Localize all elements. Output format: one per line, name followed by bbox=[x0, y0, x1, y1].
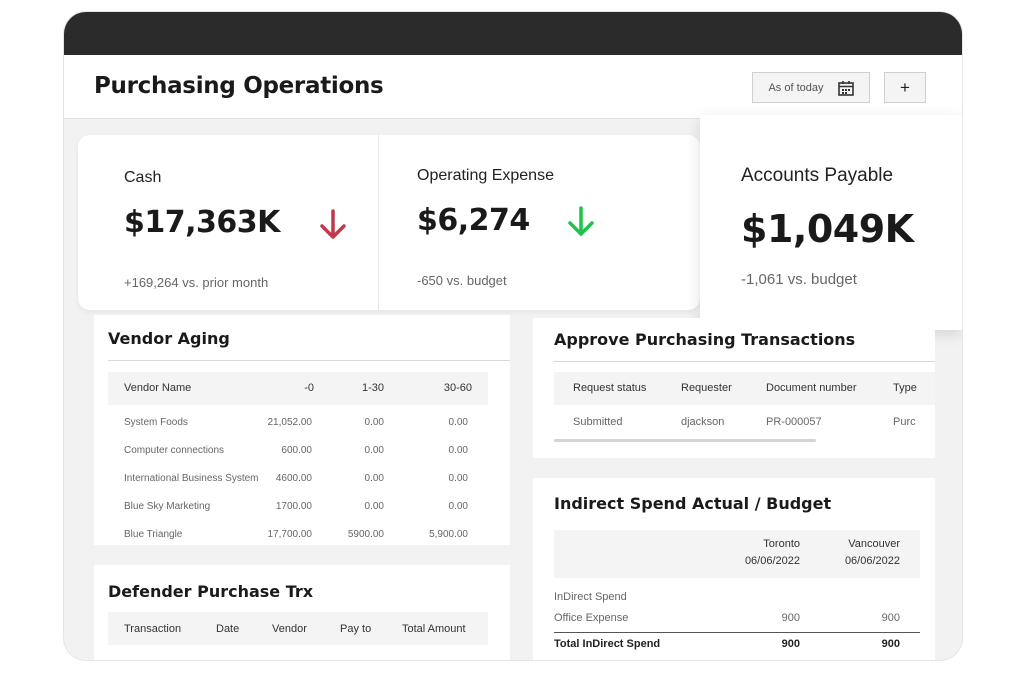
title-rule bbox=[108, 360, 510, 361]
vendor-aging-panel: Vendor Aging Vendor Name -0 1-30 30-60 System… bbox=[94, 315, 510, 545]
calendar-icon bbox=[837, 80, 854, 96]
table-cell: 0.00 bbox=[448, 417, 468, 428]
add-button[interactable]: + bbox=[884, 72, 926, 103]
scrollbar bbox=[554, 439, 816, 442]
table-cell: 0.00 bbox=[364, 501, 384, 512]
page-title: Purchasing Operations bbox=[94, 73, 384, 99]
column-header: Vendor bbox=[272, 623, 307, 635]
column-header: Vendor Name bbox=[124, 382, 192, 394]
table-cell: System Foods bbox=[124, 417, 188, 428]
table-cell: 5,900.00 bbox=[429, 529, 468, 540]
date-button[interactable]: As of today bbox=[752, 72, 870, 103]
table-cell: Submitted bbox=[573, 416, 623, 428]
title-rule bbox=[554, 361, 935, 362]
column-header: Total Amount bbox=[402, 623, 466, 635]
table-cell: 17,700.00 bbox=[267, 529, 313, 540]
table-cell: 0.00 bbox=[364, 417, 384, 428]
table-header bbox=[554, 530, 920, 578]
table-cell: International Business System bbox=[124, 473, 259, 484]
column-header: Type bbox=[893, 382, 917, 394]
table-cell: PR-000057 bbox=[766, 416, 822, 428]
panel-title: Indirect Spend Actual / Budget bbox=[554, 494, 832, 513]
kpi-label: Cash bbox=[124, 169, 162, 186]
column-header: Transaction bbox=[124, 623, 182, 635]
column-date: 06/06/2022 bbox=[844, 555, 900, 567]
table-cell: 600.00 bbox=[281, 445, 312, 456]
table-header bbox=[554, 372, 935, 405]
table-cell: Blue Triangle bbox=[124, 529, 183, 540]
table-cell: Purc bbox=[893, 416, 916, 428]
table-cell: 1700.00 bbox=[275, 501, 312, 512]
kpi-label: Accounts Payable bbox=[741, 165, 894, 186]
table-cell: 0.00 bbox=[448, 445, 468, 456]
table-cell: 0.00 bbox=[364, 445, 384, 456]
total-cell: 900 bbox=[881, 638, 900, 650]
indirect-panel: Indirect Spend Actual / Budget Toronto 06/… bbox=[533, 478, 935, 660]
table-cell: 5900.00 bbox=[347, 529, 384, 540]
table-cell: 0.00 bbox=[448, 473, 468, 484]
column-header: Pay to bbox=[340, 623, 372, 635]
kpi-value: $6,274 bbox=[417, 203, 530, 238]
total-cell: 900 bbox=[781, 638, 800, 650]
approve-panel: Approve Purchasing Transactions Request s… bbox=[533, 318, 935, 458]
column-city: Toronto bbox=[763, 538, 800, 550]
column-header: Date bbox=[216, 623, 240, 635]
kpi-value: $17,363K bbox=[124, 205, 280, 240]
column-header: -0 bbox=[304, 382, 314, 394]
kpi-note: -1,061 vs. budget bbox=[741, 271, 857, 288]
header: Purchasing Operations As of today + bbox=[64, 55, 962, 119]
table-cell: 900 bbox=[781, 612, 800, 624]
table-cell: 0.00 bbox=[448, 501, 468, 512]
table-header bbox=[108, 612, 488, 645]
kpi-card-highlight: Accounts Payable $1,049K -1,061 vs. budg… bbox=[700, 115, 962, 330]
table-cell: Computer connections bbox=[124, 445, 225, 456]
table-cell: djackson bbox=[681, 416, 725, 428]
kpi-note: -650 vs. budget bbox=[417, 273, 507, 288]
column-city: Vancouver bbox=[848, 538, 900, 550]
total-cell: Total InDirect Spend bbox=[554, 638, 661, 650]
table-cell: Blue Sky Marketing bbox=[124, 501, 211, 512]
column-header: Document number bbox=[766, 382, 857, 394]
panel-title: Defender Purchase Trx bbox=[108, 582, 314, 601]
down-arrow-red bbox=[320, 209, 346, 239]
column-date: 06/06/2022 bbox=[744, 555, 800, 567]
dashboard: Purchasing Operations As of today + Cash… bbox=[64, 12, 962, 660]
date-button-label: As of today bbox=[768, 81, 824, 94]
column-header: 30-60 bbox=[443, 382, 472, 394]
table-cell: 0.00 bbox=[364, 473, 384, 484]
column-header: Requester bbox=[681, 382, 732, 394]
defender-panel: Defender Purchase Trx Transaction Date Vend… bbox=[94, 565, 510, 660]
kpi-card: Cash $17,363K +169,264 vs. prior month O… bbox=[78, 135, 700, 310]
down-arrow-green bbox=[568, 206, 594, 236]
table-cell: 900 bbox=[881, 612, 900, 624]
table-header bbox=[108, 372, 488, 405]
table-cell: InDirect Spend bbox=[554, 591, 627, 603]
panel-title: Vendor Aging bbox=[108, 329, 230, 348]
table-cell: Office Expense bbox=[554, 612, 629, 624]
column-header: Request status bbox=[573, 382, 647, 394]
total-rule bbox=[554, 632, 920, 633]
kpi-label: Operating Expense bbox=[417, 167, 554, 184]
column-header: 1-30 bbox=[361, 382, 384, 394]
divider bbox=[378, 135, 379, 310]
kpi-note: +169,264 vs. prior month bbox=[124, 275, 269, 290]
table-cell: 21,052.00 bbox=[267, 417, 313, 428]
table-cell: 4600.00 bbox=[275, 473, 312, 484]
panel-title: Approve Purchasing Transactions bbox=[554, 330, 856, 349]
kpi-value: $1,049K bbox=[741, 207, 914, 251]
top-bar bbox=[64, 12, 962, 55]
